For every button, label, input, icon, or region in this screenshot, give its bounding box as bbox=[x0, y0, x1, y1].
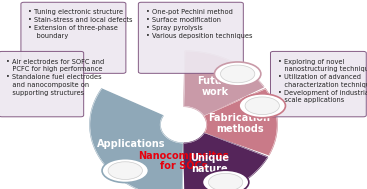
Circle shape bbox=[108, 162, 142, 179]
FancyBboxPatch shape bbox=[21, 2, 126, 73]
Text: Unique
nature: Unique nature bbox=[190, 153, 229, 174]
Circle shape bbox=[245, 97, 279, 115]
FancyBboxPatch shape bbox=[0, 51, 84, 117]
Text: • One-pot Pechini method
• Surface modification
• Spray pyrolysis
• Various depo: • One-pot Pechini method • Surface modif… bbox=[146, 9, 252, 39]
Circle shape bbox=[203, 170, 249, 189]
Polygon shape bbox=[90, 89, 183, 189]
Text: • Exploring of novel
   nanostructuring techniques
• Utilization of advanced
   : • Exploring of novel nanostructuring tec… bbox=[278, 59, 367, 103]
Text: • Tuning electronic structure
• Stain-stress and local defects
• Extension of th: • Tuning electronic structure • Stain-st… bbox=[28, 9, 133, 39]
Circle shape bbox=[163, 114, 204, 136]
Text: • Air electrodes for SOFC and
   PCFC for high performance
• Standalone fuel ele: • Air electrodes for SOFC and PCFC for h… bbox=[6, 59, 105, 96]
Circle shape bbox=[214, 62, 261, 86]
Circle shape bbox=[221, 65, 255, 83]
Text: Nanocomposites
for SOCs: Nanocomposites for SOCs bbox=[138, 150, 229, 171]
FancyBboxPatch shape bbox=[270, 51, 366, 117]
Text: Fabrication
methods: Fabrication methods bbox=[208, 113, 270, 134]
Circle shape bbox=[102, 159, 149, 183]
Circle shape bbox=[239, 94, 286, 118]
Polygon shape bbox=[184, 51, 264, 115]
Circle shape bbox=[208, 173, 243, 189]
Text: Future
work: Future work bbox=[197, 76, 233, 97]
Polygon shape bbox=[184, 133, 268, 189]
Polygon shape bbox=[204, 89, 277, 155]
FancyBboxPatch shape bbox=[138, 2, 243, 73]
Text: Applications: Applications bbox=[97, 139, 165, 149]
